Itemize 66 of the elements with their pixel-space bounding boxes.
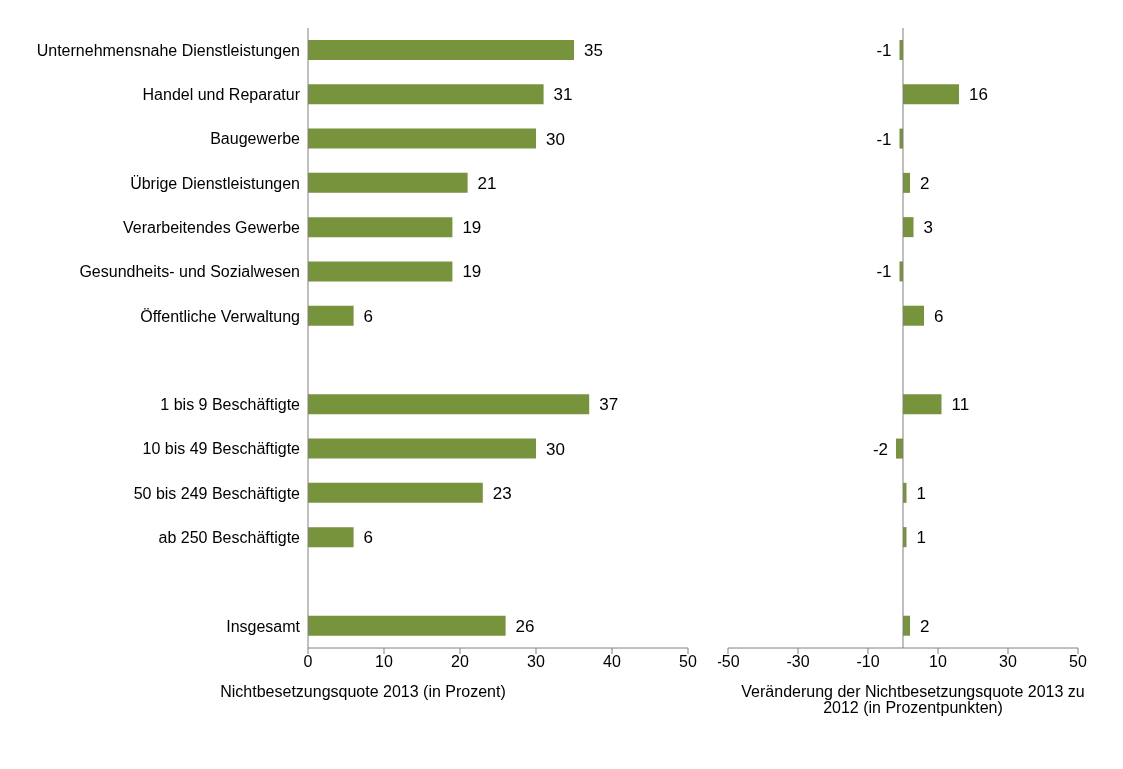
bar bbox=[308, 527, 354, 548]
bar bbox=[308, 128, 536, 149]
x-tick-label: 10 bbox=[929, 653, 947, 671]
x-tick-label: -10 bbox=[856, 653, 880, 671]
y-tick-label: Unternehmensnahe Dienstleistungen bbox=[36, 41, 300, 59]
data-label: 31 bbox=[553, 85, 573, 105]
data-label: 2 bbox=[920, 173, 930, 193]
y-tick-label: Öffentliche Verwaltung bbox=[140, 307, 300, 325]
bar bbox=[903, 84, 959, 105]
bar bbox=[308, 40, 574, 60]
x-tick-label: -50 bbox=[716, 653, 740, 671]
data-label: 16 bbox=[969, 85, 988, 105]
data-label: 30 bbox=[546, 129, 565, 149]
data-label: 19 bbox=[462, 218, 482, 238]
y-tick-label: Gesundheits- und Sozialwesen bbox=[79, 263, 300, 281]
y-tick-label: Baugewerbe bbox=[210, 130, 301, 148]
data-label: 6 bbox=[363, 306, 374, 326]
bar bbox=[308, 261, 453, 282]
bar bbox=[308, 482, 483, 503]
x-tick-label: 40 bbox=[603, 653, 621, 671]
data-label: 23 bbox=[492, 483, 512, 503]
data-label: 19 bbox=[462, 262, 482, 282]
x-axis-title: Nichtbesetzungsquote 2013 (in Prozent) bbox=[220, 683, 506, 701]
x-tick-label: 10 bbox=[375, 653, 393, 671]
x-tick-label: 0 bbox=[303, 653, 313, 671]
y-tick-label: Insgesamt bbox=[226, 617, 301, 635]
x-tick-label: -30 bbox=[786, 653, 810, 671]
bar bbox=[308, 172, 468, 193]
data-label: 26 bbox=[515, 616, 535, 636]
data-label: 11 bbox=[951, 395, 970, 415]
bar bbox=[903, 217, 914, 238]
y-tick-label: Übrige Dienstleistungen bbox=[130, 174, 300, 192]
bar bbox=[308, 394, 590, 415]
data-label: -2 bbox=[872, 439, 888, 459]
bar bbox=[308, 305, 354, 326]
bar bbox=[308, 438, 536, 459]
data-label: -1 bbox=[876, 129, 892, 149]
x-tick-label: 30 bbox=[999, 653, 1017, 671]
bar bbox=[903, 305, 924, 326]
data-label: 37 bbox=[599, 395, 619, 415]
data-label: 1 bbox=[916, 483, 926, 503]
data-label: 6 bbox=[363, 528, 374, 548]
data-label: 1 bbox=[916, 528, 926, 548]
y-tick-label: 1 bis 9 Beschäftigte bbox=[160, 396, 301, 414]
y-tick-label: Verarbeitendes Gewerbe bbox=[123, 218, 301, 236]
x-tick-label: 30 bbox=[527, 653, 545, 671]
y-tick-label: 10 bis 49 Beschäftigte bbox=[142, 440, 301, 458]
bar bbox=[308, 615, 506, 636]
bar bbox=[903, 394, 942, 415]
y-tick-label: Handel und Reparatur bbox=[142, 86, 301, 104]
x-tick-label: 50 bbox=[1069, 653, 1087, 671]
y-tick-label: 50 bis 249 Beschäftigte bbox=[133, 484, 301, 502]
data-label: 35 bbox=[584, 40, 603, 60]
data-label: 2 bbox=[920, 616, 930, 636]
y-tick-label: ab 250 Beschäftigte bbox=[158, 528, 301, 546]
data-label: 21 bbox=[477, 173, 497, 193]
data-label: 6 bbox=[934, 306, 944, 326]
data-label: 30 bbox=[546, 439, 565, 459]
x-tick-label: 20 bbox=[451, 653, 469, 671]
bar bbox=[308, 84, 544, 105]
x-axis-title: Veränderung der Nichtbesetzungsquote 2013 zu 2012 (in Prozentpunkten) bbox=[741, 683, 1085, 717]
data-label: 3 bbox=[923, 218, 933, 238]
bar bbox=[308, 217, 453, 238]
data-label: -1 bbox=[876, 40, 892, 60]
data-label: -1 bbox=[876, 262, 892, 282]
x-tick-label: 50 bbox=[679, 653, 697, 671]
